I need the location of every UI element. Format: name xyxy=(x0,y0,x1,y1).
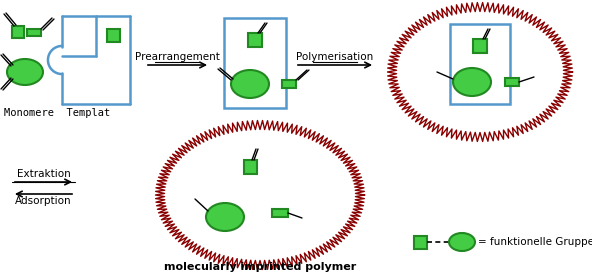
Bar xyxy=(243,160,256,174)
Text: Extraktion: Extraktion xyxy=(17,169,70,179)
Text: molecularly imprinted polymer: molecularly imprinted polymer xyxy=(164,262,356,272)
Ellipse shape xyxy=(449,233,475,251)
Bar xyxy=(272,209,288,217)
Text: = funktionelle Gruppen: = funktionelle Gruppen xyxy=(478,237,592,247)
Bar xyxy=(282,80,296,88)
Text: Polymerisation: Polymerisation xyxy=(297,52,374,62)
Bar xyxy=(107,29,120,42)
Bar xyxy=(473,39,487,53)
Ellipse shape xyxy=(7,59,43,85)
Text: Prearrangement: Prearrangement xyxy=(135,52,220,62)
Bar xyxy=(27,28,41,35)
Bar xyxy=(248,33,262,47)
Bar xyxy=(12,26,24,38)
Bar xyxy=(505,78,519,86)
Ellipse shape xyxy=(453,68,491,96)
Ellipse shape xyxy=(231,70,269,98)
Bar xyxy=(224,18,286,108)
Text: Adsorption: Adsorption xyxy=(15,196,72,206)
Text: Monomere  Templat: Monomere Templat xyxy=(4,108,110,118)
Bar xyxy=(413,235,426,249)
Bar xyxy=(450,24,510,104)
Ellipse shape xyxy=(206,203,244,231)
